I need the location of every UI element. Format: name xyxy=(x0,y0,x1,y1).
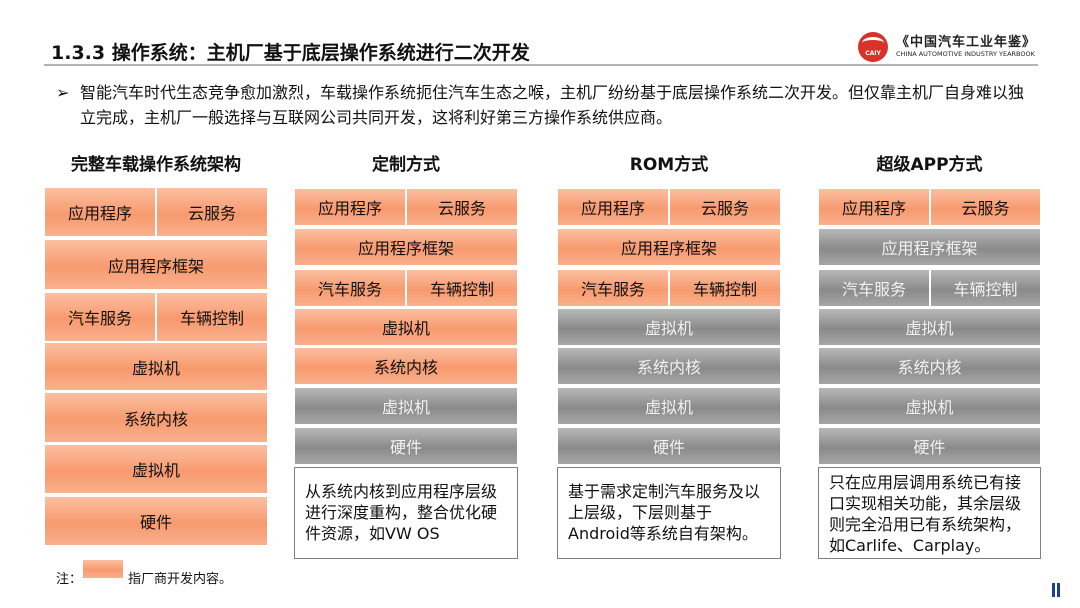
legend-swatch xyxy=(83,560,123,578)
layer-application: 应用程序 xyxy=(818,188,930,226)
layer-hardware: 硬件 xyxy=(44,496,268,546)
layer-cloud-service: 云服务 xyxy=(930,188,1041,226)
legend-prefix: 注： xyxy=(56,572,83,587)
column-title-rom: ROM方式 xyxy=(629,155,709,175)
layer-app-framework: 应用程序框架 xyxy=(44,239,268,290)
layer-vehicle-control: 车辆控制 xyxy=(669,269,781,307)
layer-auto-service: 汽车服务 xyxy=(818,269,930,307)
layer-system-kernel: 系统内核 xyxy=(818,347,1041,385)
super-app-description: 只在应用层调用系统已有接口实现相关功能，其余层级则完全沿用已有系统架构，如Car… xyxy=(818,467,1041,559)
logo-english-name: CHINA AUTOMOTIVE INDUSTRY YEARBOOK xyxy=(896,50,1035,58)
layer-virtual-machine: 虚拟机 xyxy=(557,308,781,346)
logo-mark-text: CAIY xyxy=(865,50,881,57)
layer-hardware: 硬件 xyxy=(557,427,781,465)
layer-virtual-machine: 虚拟机 xyxy=(44,342,268,391)
bullet-arrow-icon: ➢ xyxy=(56,83,70,102)
page-indicator-icon xyxy=(1052,582,1062,601)
layer-cloud-service: 云服务 xyxy=(406,188,518,226)
page-title: 1.3.3 操作系统：主机厂基于底层操作系统进行二次开发 xyxy=(51,42,530,64)
intro-text: 智能汽车时代生态竞争愈加激烈，车载操作系统扼住汽车生态之喉，主机厂纷纷基于底层操… xyxy=(80,83,1025,127)
layer-hardware: 硬件 xyxy=(818,427,1041,465)
logo-chinese-name: 《中国汽车工业年鉴》 xyxy=(896,35,1037,50)
layer-vehicle-control: 车辆控制 xyxy=(930,269,1041,307)
layer-virtual-machine-2: 虚拟机 xyxy=(44,444,268,494)
title-divider xyxy=(44,64,1038,66)
column-title-full-architecture: 完整车载操作系统架构 xyxy=(71,155,241,175)
layer-application: 应用程序 xyxy=(294,188,406,226)
layer-vehicle-control: 车辆控制 xyxy=(156,292,268,342)
layer-virtual-machine-2: 虚拟机 xyxy=(294,387,518,425)
layer-application: 应用程序 xyxy=(557,188,669,226)
layer-virtual-machine: 虚拟机 xyxy=(294,308,518,346)
layer-auto-service: 汽车服务 xyxy=(557,269,669,307)
layer-vehicle-control: 车辆控制 xyxy=(406,269,518,307)
legend-text: 指厂商开发内容。 xyxy=(128,572,233,587)
layer-system-kernel: 系统内核 xyxy=(294,347,518,385)
caiy-logo-icon: CAIY xyxy=(858,32,888,62)
rom-description: 基于需求定制汽车服务及以上层级，下层则基于Android等系统自有架构。 xyxy=(557,467,781,559)
layer-application: 应用程序 xyxy=(44,187,156,237)
layer-app-framework: 应用程序框架 xyxy=(557,228,781,266)
column-title-customized: 定制方式 xyxy=(372,155,440,175)
layer-app-framework: 应用程序框架 xyxy=(818,228,1041,266)
layer-system-kernel: 系统内核 xyxy=(44,392,268,443)
column-title-super-app: 超级APP方式 xyxy=(876,155,983,175)
layer-cloud-service: 云服务 xyxy=(669,188,781,226)
customized-description: 从系统内核到应用程序层级进行深度重构，整合优化硬件资源，如VW OS xyxy=(294,467,518,559)
layer-auto-service: 汽车服务 xyxy=(44,292,156,342)
layer-hardware: 硬件 xyxy=(294,427,518,465)
layer-virtual-machine-2: 虚拟机 xyxy=(818,387,1041,425)
intro-bullet: ➢ 智能汽车时代生态竞争愈加激烈，车载操作系统扼住汽车生态之喉，主机厂纷纷基于底… xyxy=(56,80,1036,130)
layer-auto-service: 汽车服务 xyxy=(294,269,406,307)
layer-cloud-service: 云服务 xyxy=(156,187,268,237)
layer-system-kernel: 系统内核 xyxy=(557,347,781,385)
layer-virtual-machine: 虚拟机 xyxy=(818,308,1041,346)
layer-app-framework: 应用程序框架 xyxy=(294,228,518,266)
layer-virtual-machine-2: 虚拟机 xyxy=(557,387,781,425)
caiy-logo: CAIY 《中国汽车工业年鉴》 CHINA AUTOMOTIVE INDUSTR… xyxy=(858,30,1038,62)
